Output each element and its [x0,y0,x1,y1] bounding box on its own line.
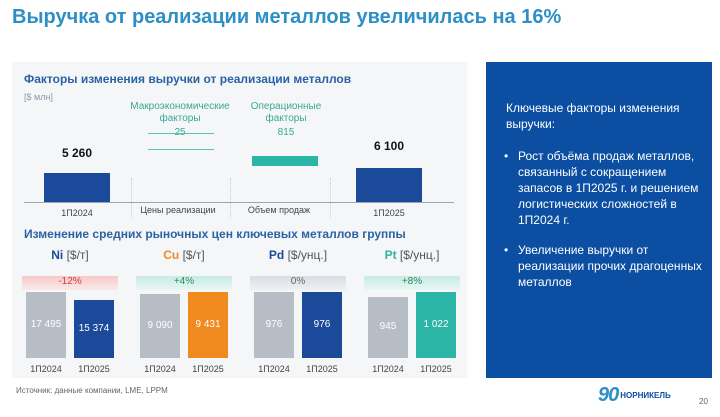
price-period-label: 1П2024 [372,364,404,374]
end-value-label: 6 100 [373,139,405,153]
price-bar-cu-2024: 9 090 [140,294,180,358]
logo-mark: 90 [598,384,619,406]
change-band [364,276,460,290]
change-label: +8% [401,276,423,287]
change-band [250,276,346,290]
price-value: 15 374 [78,322,110,334]
price-value: 1 022 [423,319,449,330]
metal-symbol: Pd [268,248,285,262]
change-label: -12% [58,276,82,287]
price-bar-pd-2025: 976 [302,292,342,358]
x-label-1p2025: 1П2025 [373,208,405,218]
key-factor-item: Увеличение выручки от реализации прочих … [502,242,702,290]
price-bar-ni-2025: 15 374 [74,300,114,358]
change-band [136,276,232,290]
x-label-volume: Объем продаж [247,205,311,215]
start-bar [44,172,110,202]
macro-factors-label: Макроэкономические факторы [130,101,230,124]
price-period-label: 1П2024 [258,364,290,374]
metal-unit: [$/т] [63,248,89,262]
metal-header-pt: Pt [$/унц.] [360,248,464,262]
price-period-label: 1П2025 [306,364,338,374]
key-factor-item: Рост объёма продаж металлов, связанный с… [502,148,702,228]
oper-bar [252,156,318,166]
waterfall-axis [24,202,454,203]
metal-symbol: Pt [384,248,397,262]
metal-symbol: Cu [163,248,180,262]
logo-text: НОРНИКЕЛЬ [620,391,671,400]
separator [131,178,132,218]
price-bar-pt-2024: 945 [368,296,408,358]
oper-factors-label: Операционные факторы [250,101,322,124]
price-bar-pt-2025: 1 022 [416,292,456,358]
metal-header-pd: Pd [$/унц.] [246,248,350,262]
price-value: 945 [379,321,397,333]
macro-bar-top [148,132,214,134]
waterfall-title: Факторы изменения выручки от реализации … [24,72,352,86]
page-title: Выручка от реализации металлов увеличила… [12,6,562,28]
metal-unit: [$/унц.] [396,248,440,262]
metal-unit: [$/т] [179,248,205,262]
page-number: 20 [699,397,708,406]
price-period-label: 1П2025 [78,364,110,374]
end-bar [356,168,422,202]
price-value: 9 431 [195,319,221,330]
change-label: +4% [173,276,195,287]
nornickel-logo: 90 НОРНИКЕЛЬ [598,384,671,407]
price-bar-cu-2025: 9 431 [188,292,228,358]
macro-factors-value: 25 [174,127,186,138]
price-value: 976 [265,319,283,330]
metal-header-cu: Cu [$/т] [132,248,236,262]
metal-header-ni: Ni [$/т] [18,248,122,262]
price-period-label: 1П2025 [420,364,452,374]
price-value: 17 495 [30,319,62,330]
price-bar-pd-2024: 976 [254,292,294,358]
metal-unit: [$/унц.] [284,248,328,262]
source-note: Источник: данные компании, LME, LPPM [16,386,168,395]
separator [230,178,231,218]
metal-symbol: Ni [51,248,64,262]
price-period-label: 1П2024 [144,364,176,374]
change-label: 0% [290,276,306,287]
price-period-label: 1П2024 [30,364,62,374]
waterfall-unit: [$ млн] [24,92,53,102]
start-value-label: 5 260 [61,146,93,160]
prices-title: Изменение средних рыночных цен ключевых … [24,227,406,241]
x-label-prices: Цены реализации [140,205,216,215]
price-bar-ni-2024: 17 495 [26,292,66,358]
key-factors-list: Рост объёма продаж металлов, связанный с… [502,148,702,304]
separator [330,178,331,218]
price-value: 9 090 [147,320,173,332]
key-factors-panel: Ключевые факторы изменения выручки: Рост… [486,62,712,378]
oper-factors-value: 815 [277,127,295,138]
x-label-1p2024: 1П2024 [61,208,93,218]
price-value: 976 [313,319,331,330]
price-period-label: 1П2025 [192,364,224,374]
key-factors-heading: Ключевые факторы изменения выручки: [506,101,680,131]
change-band [22,276,118,290]
macro-bar-bottom [148,148,214,150]
